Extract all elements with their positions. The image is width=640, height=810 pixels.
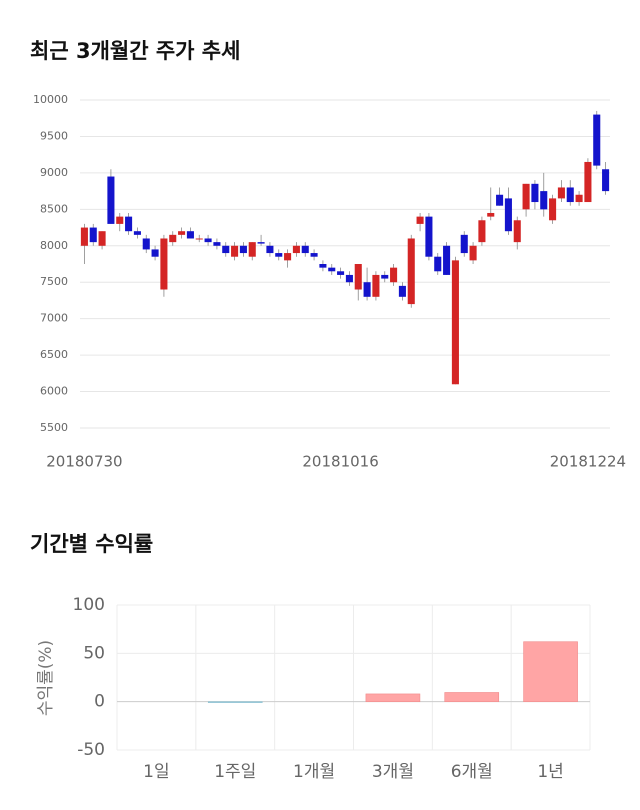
candle-body bbox=[487, 212, 495, 217]
candle-body bbox=[451, 260, 459, 385]
x-tick-label: 1개월 bbox=[293, 762, 335, 782]
candle-body bbox=[178, 231, 186, 235]
candle-body bbox=[469, 245, 477, 261]
candle-body bbox=[275, 253, 283, 257]
candle-body bbox=[443, 245, 451, 275]
candle-body bbox=[434, 256, 442, 272]
candle-body bbox=[575, 194, 583, 203]
candle-body bbox=[425, 216, 433, 257]
candle-body bbox=[504, 198, 512, 232]
bar bbox=[207, 701, 263, 703]
candle-body bbox=[292, 245, 300, 254]
candle-body bbox=[337, 271, 345, 275]
candle-body bbox=[496, 194, 504, 206]
candle-body bbox=[549, 198, 557, 221]
candle-body bbox=[522, 183, 530, 210]
candle-body bbox=[107, 176, 115, 224]
candle-body bbox=[398, 285, 406, 297]
candle-body bbox=[239, 245, 247, 254]
x-tick-label: 1년 bbox=[537, 762, 563, 782]
candle-body bbox=[372, 274, 380, 297]
y-tick-label: 9500 bbox=[40, 129, 68, 142]
candle-body bbox=[328, 267, 336, 272]
x-tick-label: 3개월 bbox=[372, 762, 414, 782]
candle-body bbox=[195, 238, 203, 240]
y-tick-label: 100 bbox=[73, 595, 105, 615]
candle-body bbox=[478, 220, 486, 243]
candle-body bbox=[98, 231, 106, 246]
x-tick-label: 1일 bbox=[143, 762, 169, 782]
candle-body bbox=[125, 216, 133, 232]
y-tick-label: 5500 bbox=[40, 421, 68, 434]
candle-body bbox=[381, 274, 389, 279]
x-tick-label: 1주일 bbox=[214, 762, 256, 782]
candle-body bbox=[301, 245, 309, 254]
y-tick-label: 9000 bbox=[40, 166, 68, 179]
candle-body bbox=[557, 187, 565, 199]
y-tick-label: 8000 bbox=[40, 239, 68, 252]
candle-body bbox=[257, 242, 265, 244]
candle-body bbox=[354, 264, 362, 290]
candle-body bbox=[345, 274, 353, 283]
candle-body bbox=[169, 234, 177, 243]
candle-body bbox=[231, 245, 239, 257]
candle-body bbox=[319, 264, 327, 268]
y-tick-label: 7500 bbox=[40, 275, 68, 288]
bar bbox=[444, 692, 500, 702]
candle-body bbox=[222, 245, 230, 254]
candle-body bbox=[363, 282, 371, 297]
chart-title: 기간별 수익률 bbox=[30, 532, 153, 556]
candle-body bbox=[151, 249, 159, 257]
candle-body bbox=[407, 238, 415, 305]
y-axis-label: 수익률(%) bbox=[36, 640, 56, 716]
candle-body bbox=[89, 227, 97, 243]
x-tick-label: 6개월 bbox=[451, 762, 493, 782]
candle-body bbox=[540, 191, 548, 210]
y-tick-label: 50 bbox=[83, 643, 105, 663]
chart-title: 최근 3개월간 주가 추세 bbox=[30, 39, 240, 63]
y-tick-label: 8500 bbox=[40, 202, 68, 215]
candle-body bbox=[284, 253, 292, 261]
candle-body bbox=[186, 231, 194, 239]
candle-body bbox=[602, 169, 610, 192]
bar bbox=[365, 693, 421, 702]
candle-body bbox=[213, 242, 221, 246]
candle-body bbox=[204, 238, 212, 243]
y-tick-label: 0 bbox=[94, 692, 105, 712]
candle-body bbox=[310, 253, 318, 257]
y-tick-label: 10000 bbox=[33, 93, 68, 106]
y-tick-label: 6500 bbox=[40, 348, 68, 361]
bar bbox=[523, 641, 578, 702]
candle-body bbox=[116, 216, 124, 224]
candle-body bbox=[390, 267, 398, 283]
candle-body bbox=[593, 114, 601, 166]
y-tick-label: 7000 bbox=[40, 312, 68, 325]
candle-body bbox=[142, 238, 150, 250]
candle-body bbox=[416, 216, 424, 224]
candle-body bbox=[531, 183, 539, 203]
y-tick-label: 6000 bbox=[40, 385, 68, 398]
candle-body bbox=[566, 187, 574, 203]
candle-body bbox=[133, 231, 141, 235]
y-tick-label: -50 bbox=[77, 740, 105, 760]
candle-body bbox=[584, 161, 592, 203]
x-tick-label: 20180730 bbox=[46, 453, 122, 471]
x-tick-label: 20181224 bbox=[550, 453, 626, 471]
candle-body bbox=[513, 220, 521, 243]
candle-body bbox=[266, 245, 274, 254]
candle-body bbox=[248, 242, 256, 257]
candle-body bbox=[460, 234, 468, 254]
candle-body bbox=[80, 227, 88, 246]
candle-body bbox=[160, 238, 168, 290]
x-tick-label: 20181016 bbox=[302, 453, 378, 471]
